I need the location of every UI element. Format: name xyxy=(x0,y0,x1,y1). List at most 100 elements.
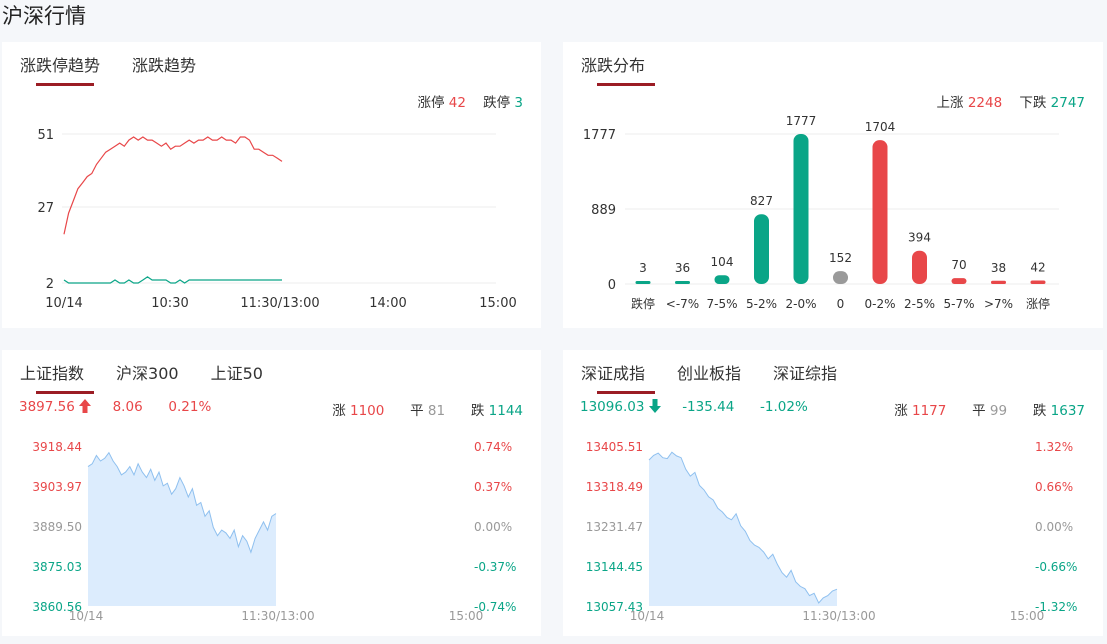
bar[interactable] xyxy=(912,250,927,284)
bar[interactable] xyxy=(1030,280,1046,284)
bar-value-label: 827 xyxy=(750,194,773,208)
distribution-panel: 涨跌分布 上涨 2248 下跌 2747 1777 889 0 3 跌停 36 <-7… xyxy=(563,42,1103,328)
price-tick: 3903.97 xyxy=(32,480,82,494)
bar[interactable] xyxy=(872,140,888,284)
category-label: 跌停 xyxy=(631,296,655,311)
bar[interactable] xyxy=(714,275,730,284)
x-tick: 11:30/13:00 xyxy=(802,609,875,623)
pct-tick: 0.00% xyxy=(1035,520,1073,534)
x-tick: 10/14 xyxy=(45,296,82,311)
pct-tick: -1.32% xyxy=(1035,600,1077,614)
rise-label: 涨 xyxy=(894,403,908,419)
bar[interactable] xyxy=(833,271,848,284)
x-tick: 10/14 xyxy=(630,609,665,623)
fall-value: 1144 xyxy=(488,403,523,419)
down-label: 下跌 xyxy=(1019,95,1047,111)
category-label: 0-2% xyxy=(864,297,895,311)
tab-sz-composite[interactable]: 深证综指 xyxy=(773,364,838,383)
x-tick: 11:30/13:00 xyxy=(241,609,314,623)
limit-up-value: 42 xyxy=(448,95,466,111)
tab-csi300[interactable]: 沪深300 xyxy=(116,364,179,383)
distribution-chart: 1777 889 0 3 跌停 36 <-7% 104 7-5% 827 5-2% 1777 2-… xyxy=(583,114,1059,311)
up-label: 上涨 xyxy=(936,95,964,111)
price-tick: 3860.56 xyxy=(32,600,82,614)
flat-value: 81 xyxy=(427,403,446,419)
price-tick: 13057.43 xyxy=(586,600,643,614)
price-area xyxy=(88,452,276,606)
sh-index-chart: 3918.44 3903.97 3889.50 3875.03 3860.56 … xyxy=(32,440,516,623)
x-tick: 14:00 xyxy=(369,296,406,311)
x-tick: 10/14 xyxy=(69,609,104,623)
bar[interactable] xyxy=(951,278,967,284)
tab-sz-component[interactable]: 深证成指 xyxy=(581,360,656,394)
sz-index-chart: 13405.51 13318.49 13231.47 13144.45 1305… xyxy=(586,440,1078,623)
category-label: >7% xyxy=(984,297,1013,311)
pct-tick: -0.37% xyxy=(474,560,516,574)
bar-value-label: 42 xyxy=(1030,260,1045,274)
pct-tick: 1.32% xyxy=(1035,440,1073,454)
up-down-counts: 上涨 2248 下跌 2747 xyxy=(937,91,1085,111)
sz-breadth: 涨 1177 平 99 跌 1637 xyxy=(894,399,1085,419)
category-label: 5-2% xyxy=(746,297,777,311)
x-tick: 10:30 xyxy=(151,296,188,311)
y-tick: 0 xyxy=(608,278,616,293)
bar[interactable] xyxy=(991,280,1006,284)
fall-value: 1637 xyxy=(1050,403,1085,419)
pct-tick: 0.66% xyxy=(1035,480,1073,494)
flat-label: 平 xyxy=(410,403,424,419)
arrow-up-icon xyxy=(79,399,92,413)
price-tick: 3918.44 xyxy=(32,440,82,454)
bar[interactable] xyxy=(675,280,690,284)
fall-label: 跌 xyxy=(1032,403,1047,419)
bar-value-label: 394 xyxy=(908,231,931,245)
index-change: 8.06 xyxy=(112,399,143,415)
sz-index-panel: 深证成指 创业板指 深证综指 13096.03 -135.44 -1.02% 涨… xyxy=(563,350,1103,636)
sz-quote: 13096.03 -135.44 -1.02% xyxy=(580,399,808,415)
rise-value: 1100 xyxy=(350,403,385,419)
price-tick: 13144.45 xyxy=(586,560,643,574)
sh-index-tabs: 上证指数 沪深300 上证50 xyxy=(20,360,263,394)
tab-up-down-trend[interactable]: 涨跌趋势 xyxy=(132,56,197,75)
x-tick: 15:00 xyxy=(449,609,484,623)
y-tick: 889 xyxy=(591,203,616,218)
sh-quote: 3897.56 8.06 0.21% xyxy=(19,399,211,415)
index-price: 3897.56 xyxy=(19,399,75,415)
bar[interactable] xyxy=(793,134,809,284)
arrow-down-icon xyxy=(648,399,661,413)
tab-limit-trend[interactable]: 涨跌停趋势 xyxy=(20,52,100,86)
up-value: 2248 xyxy=(967,95,1003,111)
bar[interactable] xyxy=(754,214,769,284)
tab-distribution[interactable]: 涨跌分布 xyxy=(581,52,656,86)
category-label: 2-5% xyxy=(904,297,935,311)
page-title: 沪深行情 xyxy=(2,4,86,28)
category-label: <-7% xyxy=(666,297,699,311)
y-tick: 51 xyxy=(37,128,54,143)
tab-sse50[interactable]: 上证50 xyxy=(210,364,263,383)
y-tick: 1777 xyxy=(583,128,616,143)
sh-index-panel: 上证指数 沪深300 上证50 3897.56 8.06 0.21% 涨 110… xyxy=(2,350,541,636)
rise-label: 涨 xyxy=(332,403,346,419)
rise-value: 1177 xyxy=(912,403,947,419)
bar[interactable] xyxy=(635,281,651,284)
bar-value-label: 36 xyxy=(675,261,690,275)
index-change: -135.44 xyxy=(682,399,735,415)
pct-tick: 0.00% xyxy=(474,520,512,534)
limit-down-value: 3 xyxy=(514,95,523,111)
pct-tick: 0.74% xyxy=(474,440,512,454)
pct-tick: -0.74% xyxy=(474,600,516,614)
bar-value-label: 152 xyxy=(829,251,852,265)
index-change-pct: -1.02% xyxy=(760,399,808,415)
pct-tick: -0.66% xyxy=(1035,560,1077,574)
limit-up-label: 涨停 xyxy=(417,95,445,111)
price-tick: 13318.49 xyxy=(586,480,643,494)
limit-counts: 涨停 42 跌停 3 xyxy=(417,91,523,111)
category-label: 5-7% xyxy=(943,297,974,311)
category-label: 7-5% xyxy=(706,297,737,311)
limit-up-line xyxy=(63,136,283,235)
x-tick: 15:00 xyxy=(479,296,516,311)
category-label: 2-0% xyxy=(785,297,816,311)
tab-sh-composite[interactable]: 上证指数 xyxy=(20,360,95,394)
flat-value: 99 xyxy=(989,403,1008,419)
tab-chinext[interactable]: 创业板指 xyxy=(677,364,742,383)
limit-trend-chart: 51 27 2 10/14 10:30 11:30/13:00 14:00 15… xyxy=(37,128,516,311)
